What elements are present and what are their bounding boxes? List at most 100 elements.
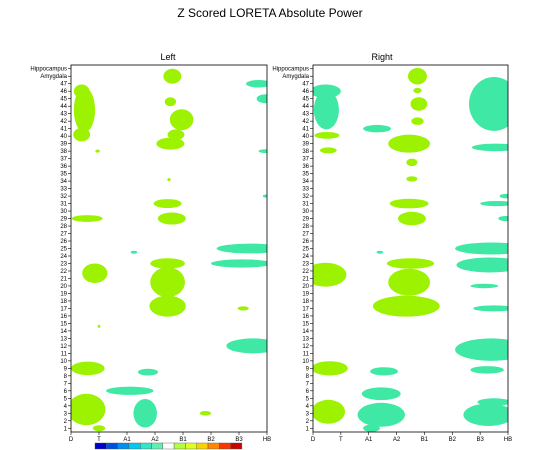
left-zscore-region: [130, 250, 138, 254]
left-y-tick-label: 14: [60, 329, 67, 335]
left-zscore-region: [106, 386, 154, 395]
colorbar-swatch: [106, 442, 118, 450]
left-panel-title: Left: [160, 52, 176, 62]
colorbar-swatch: [207, 442, 220, 450]
left-y-tick-label: 43: [60, 112, 67, 118]
left-y-tick-label: 44: [60, 104, 67, 110]
right-zscore-region: [469, 76, 508, 131]
left-zscore-region: [167, 178, 171, 182]
left-zscore-region: [167, 129, 185, 140]
left-zscore-region: [211, 259, 267, 268]
right-x-tick-label: B3: [476, 437, 484, 443]
right-y-tick-label: 22: [302, 269, 309, 275]
left-y-tick-label: 9: [64, 366, 68, 372]
right-y-tick-label: 40: [302, 134, 309, 140]
left-zscore-region: [82, 263, 108, 283]
right-zscore-region: [389, 198, 429, 209]
left-zscore-region: [133, 399, 157, 428]
left-y-tick-label: 34: [60, 179, 67, 185]
right-y-tick-label: 12: [302, 344, 309, 350]
right-zscore-region: [314, 132, 340, 139]
left-x-tick-label: A2: [151, 437, 159, 443]
left-y-tick-label: Amygdala: [40, 74, 67, 80]
left-y-tick-label: 24: [60, 254, 67, 260]
left-y-tick-label: 16: [60, 314, 67, 320]
right-x-tick-label: T: [339, 437, 343, 443]
left-zscore-region: [156, 137, 185, 150]
left-zscore-region: [150, 267, 185, 298]
left-x-tick-label: B1: [179, 437, 187, 443]
right-y-tick-label: 39: [302, 142, 309, 148]
right-y-tick-label: 8: [306, 374, 310, 380]
right-zscore-region: [313, 399, 346, 424]
right-x-tick-label: HB: [504, 437, 512, 443]
left-y-tick-label: 22: [60, 269, 67, 275]
left-y-tick-label: 39: [60, 142, 67, 148]
right-y-tick-label: 20: [302, 284, 309, 290]
right-zscore-region: [357, 402, 405, 427]
left-y-tick-label: 45: [60, 97, 67, 103]
right-y-tick-label: 15: [302, 321, 309, 327]
right-zscore-region: [313, 90, 339, 130]
left-y-tick-label: 27: [60, 232, 67, 238]
right-y-tick-label: 32: [302, 194, 309, 200]
left-y-tick-label: 19: [60, 291, 67, 297]
right-panel-title: Right: [371, 52, 393, 62]
right-y-tick-label: Hippocampus: [272, 67, 309, 73]
right-y-tick-label: 6: [306, 389, 310, 395]
left-x-tick-label: B2: [207, 437, 215, 443]
left-y-tick-label: 26: [60, 239, 67, 245]
left-y-tick-label: 32: [60, 194, 67, 200]
right-y-tick-label: 24: [302, 254, 309, 260]
right-x-tick-label: B1: [421, 437, 429, 443]
left-y-tick-label: 47: [60, 82, 67, 88]
right-zscore-region: [406, 158, 418, 167]
left-x-tick-label: HB: [263, 437, 271, 443]
right-y-tick-label: 38: [302, 149, 309, 155]
right-y-tick-label: 46: [302, 89, 309, 95]
left-y-tick-label: 33: [60, 187, 67, 193]
right-y-tick-label: 33: [302, 187, 309, 193]
left-y-tick-label: 41: [60, 127, 67, 133]
left-y-tick-label: 30: [60, 209, 67, 215]
left-zscore-region: [97, 324, 101, 328]
right-y-tick-label: 4: [306, 404, 310, 410]
right-zscore-region: [376, 250, 384, 254]
color-scale-bar: [94, 442, 243, 450]
right-zscore-region: [397, 211, 426, 226]
right-zscore-region: [455, 338, 508, 361]
right-y-tick-label: 43: [302, 112, 309, 118]
right-y-tick-label: 7: [306, 381, 310, 387]
left-zscore-region: [71, 361, 105, 376]
right-y-tick-label: 17: [302, 306, 309, 312]
colorbar-swatch: [151, 442, 164, 450]
left-y-tick-label: 36: [60, 164, 67, 170]
colorbar-swatch: [219, 442, 231, 450]
colorbar-swatch: [230, 442, 243, 450]
left-y-tick-label: 28: [60, 224, 67, 230]
left-x-tick-label: B3: [235, 437, 243, 443]
left-y-tick-label: 18: [60, 299, 67, 305]
right-y-tick-label: 3: [306, 411, 310, 417]
left-y-tick-label: 13: [60, 336, 67, 342]
right-zscore-region: [319, 147, 337, 154]
right-y-tick-label: 16: [302, 314, 309, 320]
right-y-tick-label: 44: [302, 104, 309, 110]
right-zscore-region: [372, 295, 440, 317]
left-y-tick-label: 38: [60, 149, 67, 155]
right-y-tick-label: Amygdala: [282, 74, 309, 80]
left-y-tick-label: 42: [60, 119, 67, 125]
left-y-tick-label: 46: [60, 89, 67, 95]
left-y-tick-label: 12: [60, 344, 67, 350]
right-zscore-region: [463, 403, 508, 427]
right-zscore-region: [361, 387, 401, 401]
left-y-tick-label: 25: [60, 247, 67, 253]
right-zscore-region: [410, 97, 428, 111]
right-y-tick-label: 26: [302, 239, 309, 245]
left-zscore-region: [137, 368, 159, 376]
left-zscore-region: [237, 306, 249, 311]
left-y-tick-label: 15: [60, 321, 67, 327]
right-zscore-region: [499, 193, 508, 199]
right-y-tick-label: 9: [306, 366, 310, 372]
left-y-tick-label: 11: [61, 351, 68, 357]
